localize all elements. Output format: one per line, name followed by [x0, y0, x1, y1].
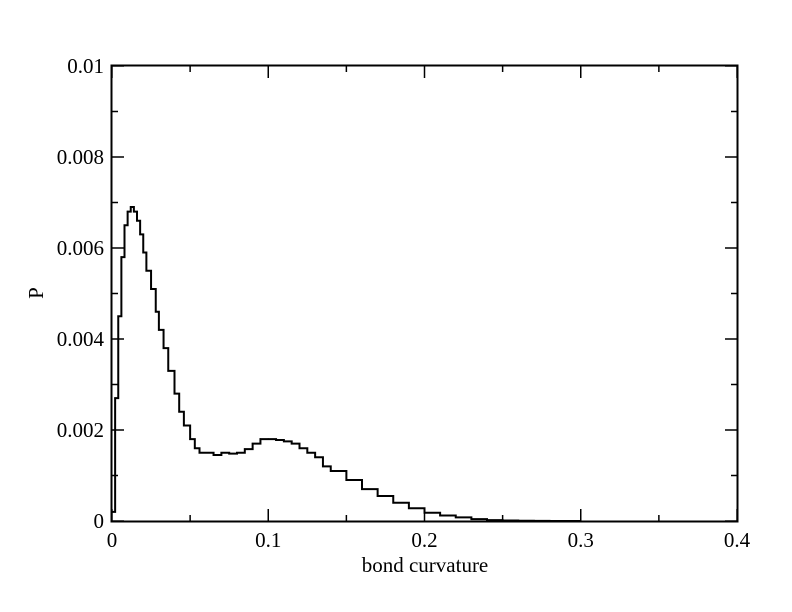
- data-point: [251, 442, 254, 445]
- series-line-0: [112, 206, 581, 522]
- y-tick-label: 0.006: [57, 236, 104, 260]
- data-point: [142, 251, 145, 254]
- data-point: [194, 447, 196, 450]
- data-point: [244, 448, 246, 450]
- data-point: [314, 456, 316, 459]
- data-point: [283, 440, 285, 443]
- data-point: [361, 488, 363, 490]
- data-point: [117, 315, 120, 318]
- data-point: [275, 439, 277, 441]
- data-point: [322, 465, 324, 468]
- y-axis-label: P: [24, 287, 48, 299]
- x-tick-label: 0.1: [255, 528, 281, 552]
- data-point: [345, 479, 348, 481]
- data-point: [123, 224, 126, 227]
- data-point: [136, 219, 138, 222]
- x-tick-label: 0.4: [724, 528, 751, 552]
- data-point: [162, 347, 165, 349]
- x-tick-label: 0.2: [411, 528, 437, 552]
- x-tick-label: 0.3: [568, 528, 594, 552]
- data-point: [158, 329, 160, 331]
- data-point: [126, 210, 129, 213]
- data-point: [228, 452, 230, 455]
- data-point: [408, 507, 410, 510]
- data-point: [298, 447, 301, 450]
- y-tick-label: 0.01: [67, 54, 104, 78]
- x-tick-label: 0: [107, 528, 118, 552]
- y-tick-label: 0: [94, 509, 105, 533]
- data-point: [486, 519, 488, 521]
- y-tick-label: 0.002: [57, 418, 104, 442]
- tick-labels-layer: 0 0.1 0.2 0.3 0.4 0 0.002 0.004 0.006 0.008 0.01: [57, 54, 751, 552]
- data-point: [114, 397, 116, 399]
- data-point: [167, 370, 170, 372]
- y-tick-label: 0.004: [57, 327, 105, 351]
- data-point: [189, 438, 191, 440]
- data-point: [439, 514, 441, 517]
- data-point: [236, 451, 238, 454]
- data-point: [133, 210, 135, 213]
- plot-frame: [110, 64, 739, 523]
- x-axis-label: bond curvature: [362, 553, 489, 577]
- data-point: [150, 288, 152, 290]
- data-point: [173, 392, 176, 395]
- data-point: [178, 411, 180, 413]
- y-tick-label: 0.008: [57, 145, 104, 169]
- data-point: [392, 502, 395, 504]
- data-point: [154, 310, 157, 313]
- data-point: [376, 495, 379, 497]
- data-point: [454, 516, 457, 519]
- data-point: [329, 470, 332, 472]
- data-point: [470, 518, 473, 520]
- data-point: [259, 438, 262, 440]
- data-point: [204, 451, 207, 454]
- data-point: [183, 424, 185, 427]
- data-point: [139, 233, 141, 236]
- series-layer: [111, 206, 582, 522]
- data-point: [145, 269, 148, 272]
- data-point: [220, 451, 223, 454]
- data-point: [306, 451, 309, 454]
- data-point: [267, 438, 270, 440]
- data-point: [198, 451, 201, 454]
- data-point: [129, 206, 132, 208]
- data-point: [212, 454, 215, 456]
- data-point: [120, 256, 123, 258]
- data-point: [290, 442, 293, 445]
